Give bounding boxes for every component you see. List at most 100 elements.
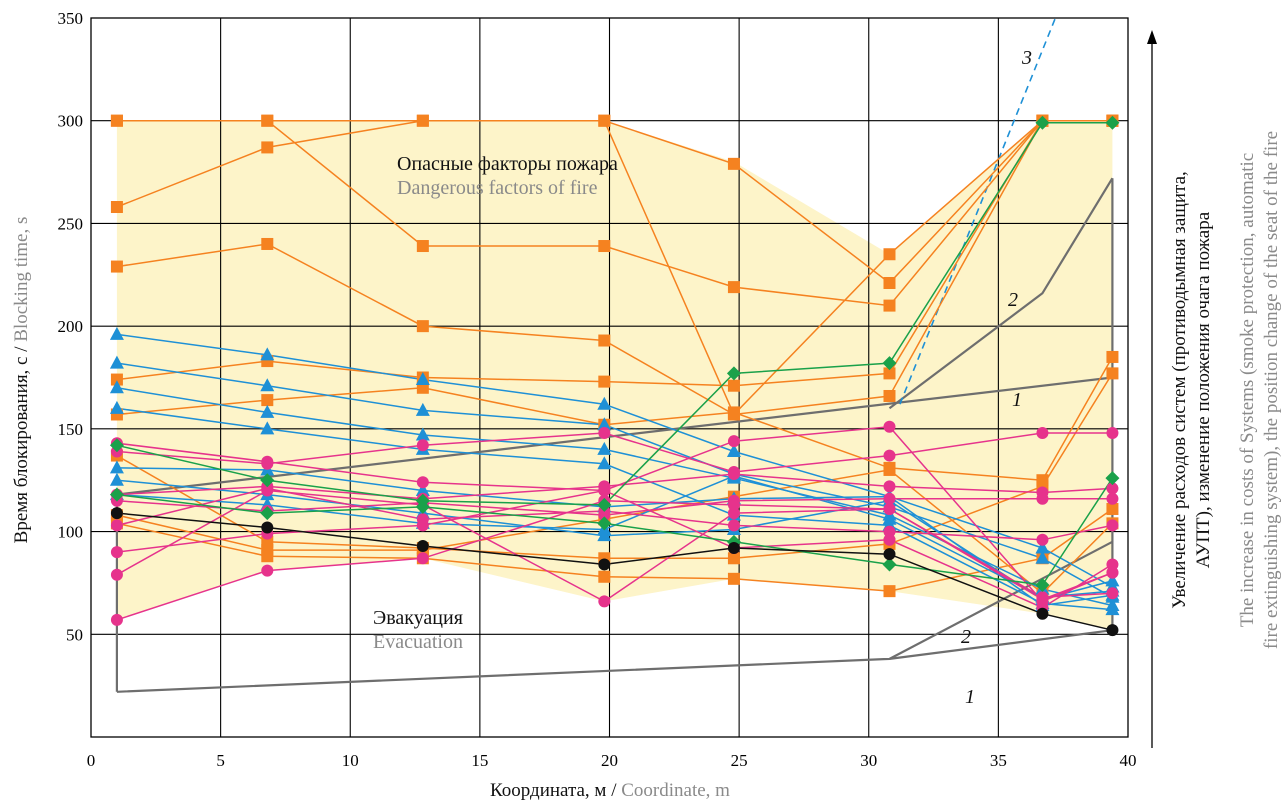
x-tick-label-15: 15 (471, 751, 488, 770)
marker-blue-15-5 (882, 511, 897, 525)
marker-blue-10-0 (109, 355, 124, 369)
marker-green-24-4 (726, 366, 741, 381)
right-text-ru-2: АУПТ), изменение положения очага пожара (1193, 211, 1214, 568)
curve-label-1-upper: 1 (1012, 389, 1022, 411)
marker-magenta-20-0 (110, 519, 123, 532)
marker-green-25-6 (1035, 577, 1050, 592)
marker-magenta-23-0 (110, 613, 123, 626)
marker-magenta-23-5 (883, 502, 896, 515)
marker-orange-0-3 (598, 240, 611, 253)
y-tick-label-250: 250 (58, 214, 84, 233)
y-tick-label-300: 300 (58, 112, 84, 131)
right-text-en-2: fire extinguishing system), the position… (1261, 131, 1281, 649)
marker-orange-6-7 (1106, 367, 1119, 380)
marker-orange-2-5 (883, 248, 896, 261)
marker-orange-4-5 (883, 367, 896, 380)
marker-orange-0-4 (727, 281, 740, 294)
increase-arrow-head (1147, 30, 1157, 44)
y-tick-label-150: 150 (58, 420, 84, 439)
marker-magenta-22-0 (110, 568, 123, 581)
marker-green-24-3 (597, 497, 612, 512)
marker-magenta-18-4 (727, 468, 740, 481)
marker-orange-5-7 (1106, 350, 1119, 363)
marker-orange-3-0 (110, 260, 123, 273)
marker-magenta-22-1 (261, 484, 274, 497)
series-line-blue-12 (116, 407, 1113, 611)
marker-green-24-1 (260, 473, 275, 488)
evacuation-label-ru: Эвакуация (373, 607, 463, 629)
marker-magenta-22-7 (1106, 566, 1119, 579)
marker-magenta-22-3 (598, 595, 611, 608)
marker-orange-5-1 (261, 394, 274, 407)
x-tick-label-25: 25 (731, 751, 748, 770)
marker-orange-1-4 (727, 157, 740, 170)
marker-magenta-23-6 (1036, 591, 1049, 604)
x-tick-label-5: 5 (216, 751, 225, 770)
marker-blue-12-0 (109, 400, 124, 414)
data-markers (109, 114, 1120, 637)
marker-orange-1-1 (261, 114, 274, 127)
marker-blue-13-0 (109, 460, 124, 474)
marker-magenta-20-5 (883, 525, 896, 538)
marker-green-25-1 (260, 506, 275, 521)
series-line-orange-1 (116, 119, 1113, 285)
series-line-magenta-23 (116, 500, 1113, 621)
marker-magenta-18-7 (1106, 482, 1119, 495)
x-tick-label-35: 35 (990, 751, 1007, 770)
series-line-green-25 (116, 477, 1114, 586)
grey-line-2 (888, 177, 1114, 410)
marker-green-25-0 (109, 487, 124, 502)
band-area (116, 120, 1113, 631)
series-line-magenta-22 (116, 489, 1113, 603)
series-line-orange-3 (116, 119, 1113, 416)
marker-black-26-2 (416, 539, 429, 552)
curve-label-2-upper: 2 (1008, 289, 1018, 311)
marker-blue-10-6 (1035, 550, 1050, 564)
marker-orange-2-3 (598, 114, 611, 127)
marker-orange-2-2 (416, 114, 429, 127)
marker-magenta-23-2 (416, 552, 429, 565)
marker-green-24-6 (1035, 115, 1050, 130)
marker-magenta-17-1 (261, 457, 274, 470)
marker-orange-7-5 (883, 585, 896, 598)
marker-green-25-7 (1105, 471, 1120, 486)
marker-magenta-23-4 (727, 498, 740, 511)
marker-orange-8-1 (261, 544, 274, 557)
marker-blue-9-6 (1035, 540, 1050, 554)
series-line-magenta-18 (116, 473, 1113, 500)
marker-orange-0-2 (416, 240, 429, 253)
marker-blue-9-1 (260, 347, 275, 361)
y-tick-label-100: 100 (58, 523, 84, 542)
marker-magenta-23-1 (261, 564, 274, 577)
marker-magenta-20-4 (727, 519, 740, 532)
marker-green-24-7 (1105, 115, 1120, 130)
tick-labels: 0 5 10 15 20 25 30 35 40 50 100 150 200 250 300 350 (58, 9, 1137, 770)
y-axis-title: Время блокирования, с / Blocking time, s (11, 217, 32, 544)
marker-magenta-17-7 (1106, 426, 1119, 439)
marker-blue-9-4 (726, 443, 741, 457)
marker-orange-8-5 (883, 463, 896, 476)
marker-blue-9-0 (109, 326, 124, 340)
marker-blue-12-7 (1105, 602, 1120, 616)
marker-magenta-20-7 (1106, 519, 1119, 532)
marker-orange-7-4 (727, 572, 740, 585)
marker-orange-3-1 (261, 237, 274, 250)
marker-magenta-16-2 (416, 476, 429, 489)
curve-label-3: 3 (1021, 47, 1032, 69)
marker-magenta-19-7 (1106, 492, 1119, 505)
marker-blue-9-3 (597, 396, 612, 410)
series-line-blue-10 (116, 362, 1113, 598)
marker-blue-11-2 (415, 427, 430, 441)
marker-orange-5-4 (727, 406, 740, 419)
series-line-blue-11 (116, 387, 1113, 607)
marker-orange-4-4 (727, 379, 740, 392)
curve-label-2-lower: 2 (961, 626, 971, 648)
marker-blue-11-1 (260, 404, 275, 418)
marker-black-26-7 (1106, 624, 1119, 637)
marker-magenta-17-6 (1036, 426, 1049, 439)
series-line-orange-2 (116, 119, 1113, 416)
marker-orange-6-4 (727, 552, 740, 565)
x-axis-title: Координата, м / Coordinate, m (490, 780, 730, 801)
plot-frame (90, 17, 1129, 738)
